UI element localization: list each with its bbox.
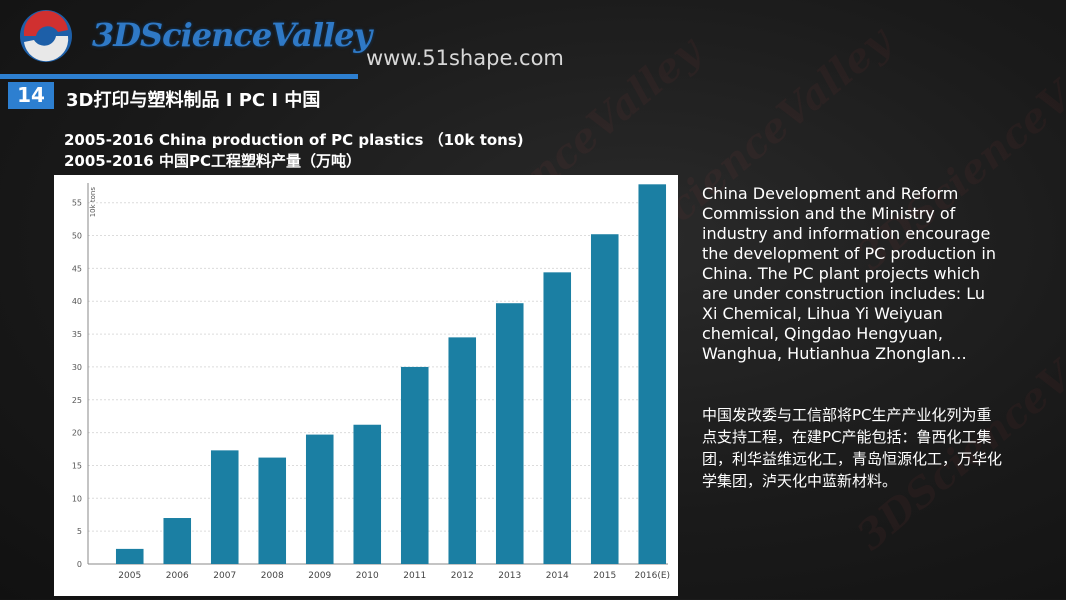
y-tick-label: 55 — [72, 199, 82, 208]
x-tick-label: 2015 — [593, 571, 616, 581]
bar-2010 — [353, 424, 382, 564]
x-tick-label: 2011 — [403, 571, 426, 581]
x-tick-label: 2010 — [356, 571, 379, 581]
slide-number: 14 — [8, 82, 54, 109]
description-cn: 中国发改委与工信部将PC生产产业化列为重点支持工程，在建PC产能包括：鲁西化工集… — [702, 406, 1003, 490]
x-tick-label: 2009 — [308, 571, 331, 581]
chart-subtitle-en: 2005-2016 China production of PC plastic… — [64, 131, 524, 149]
bar-2013 — [495, 303, 524, 564]
chart-subtitle-cn: 2005-2016 中国PC工程塑料产量（万吨） — [64, 152, 361, 170]
y-tick-label: 50 — [72, 232, 82, 241]
y-tick-label: 40 — [72, 297, 82, 306]
y-tick-label: 0 — [77, 560, 82, 569]
y-tick-label: 20 — [72, 429, 82, 438]
bar-2007 — [210, 450, 239, 564]
y-tick-label: 45 — [72, 264, 82, 273]
website-url: www.51shape.com — [366, 46, 564, 70]
description-en: China Development and Reform Commission … — [702, 184, 996, 363]
bar-2005 — [115, 548, 144, 564]
y-tick-label: 30 — [72, 363, 82, 372]
bar-2014 — [543, 272, 572, 564]
x-tick-label: 2014 — [546, 571, 569, 581]
logo-swirl-icon — [20, 10, 72, 62]
logo: 3DScienceValley — [14, 6, 372, 66]
y-axis-label: 10k tons — [89, 187, 97, 218]
bar-chart: 0 5 10 15 20 25 30 35 40 45 50 55 10k tons 2005 2006 20… — [72, 183, 670, 581]
bar-2012 — [448, 337, 477, 564]
header-divider — [0, 74, 358, 79]
logo-text: 3DScienceValley — [92, 16, 372, 54]
x-tick-label: 2007 — [213, 571, 236, 581]
page-title: 3D打印与塑料制品 I PC I 中国 — [66, 90, 321, 111]
x-tick-label: 2016(E) — [634, 571, 670, 581]
bar-2009 — [305, 434, 334, 564]
x-tick-label: 2005 — [118, 571, 141, 581]
bar-2008 — [258, 457, 287, 564]
x-tick-label: 2012 — [451, 571, 474, 581]
y-tick-label: 25 — [72, 396, 82, 405]
chart-panel: 0 5 10 15 20 25 30 35 40 45 50 55 10k tons 2005 2006 20… — [54, 175, 678, 596]
x-tick-label: 2006 — [166, 571, 189, 581]
bar-2006 — [163, 518, 192, 564]
x-tick-label: 2013 — [498, 571, 521, 581]
bar-2015 — [590, 234, 619, 565]
y-tick-label: 5 — [77, 527, 82, 536]
bar-2016(E) — [638, 184, 667, 565]
y-tick-label: 15 — [72, 461, 82, 470]
y-tick-label: 10 — [72, 494, 82, 503]
y-tick-label: 35 — [72, 330, 82, 339]
bar-2011 — [400, 366, 429, 564]
x-tick-label: 2008 — [261, 571, 284, 581]
